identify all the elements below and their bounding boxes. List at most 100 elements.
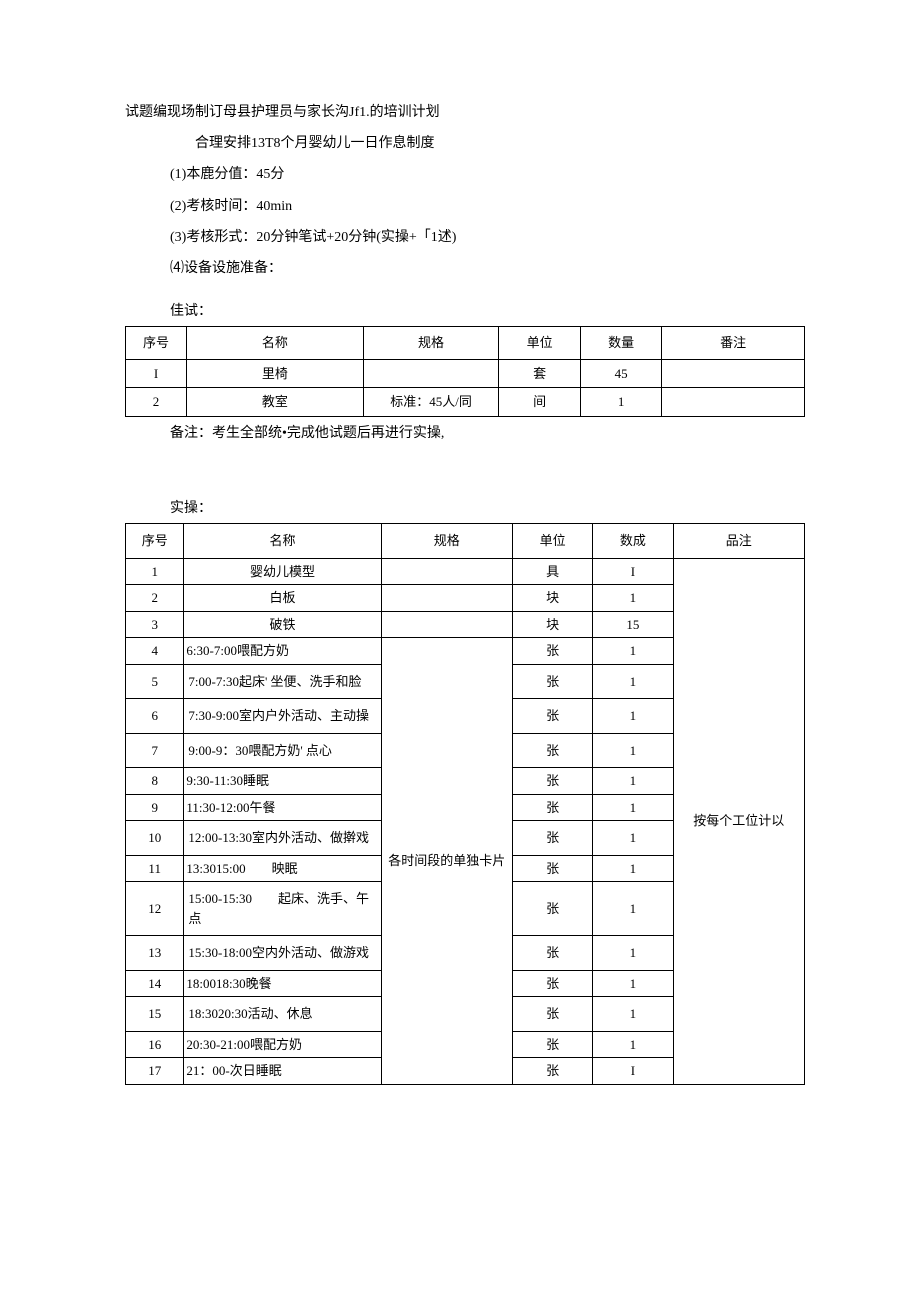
table-cell: 张 [512,936,592,971]
table-cell: 1 [580,388,661,417]
table-cell: 6:30-7:00喂配方奶 [184,638,381,665]
table-cell: 1 [593,733,673,768]
table-cell: 3 [126,611,184,638]
table-cell: 6 [126,699,184,734]
table-cell: 9:30-11:30睡眠 [184,768,381,795]
table-cell: 17 [126,1058,184,1085]
table2-header: 数成 [593,524,673,559]
item-2: (2)考核时间：40min [170,194,805,219]
table-cell: 13 [126,936,184,971]
table-cell: 4 [126,638,184,665]
table1-header: 名称 [187,327,364,360]
table-cell: 20:30-21:00喂配方奶 [184,1031,381,1058]
table-cell: 1 [593,664,673,699]
table1-header: 序号 [126,327,187,360]
table1: 序号 名称 规格 单位 数量 番注 I里椅套452教室标准：45人/同间1 [125,326,805,417]
table-cell: 块 [512,611,592,638]
table-cell: 张 [512,970,592,997]
table-cell [381,558,512,585]
table-cell: 10 [126,821,184,856]
table-cell: 7:30-9:00室内户外活动、主动操 [184,699,381,734]
table2-header: 名称 [184,524,381,559]
table-cell: 1 [593,997,673,1032]
table-cell: 18:0018:30晚餐 [184,970,381,997]
table2-header: 序号 [126,524,184,559]
table-cell: 张 [512,699,592,734]
table-cell: 2 [126,388,187,417]
table-cell: 12:00-13:30室内外活动、做擀戏 [184,821,381,856]
table-cell: I [593,558,673,585]
table1-header-row: 序号 名称 规格 单位 数量 番注 [126,327,805,360]
item-3: (3)考核形式：20分钟笔试+20分钟(实操+「1述) [170,225,805,250]
table-cell: 9:00-9：30喂配方奶' 点心 [184,733,381,768]
table-cell [363,359,499,388]
table-cell [662,388,805,417]
note-after-table: 备注：考生全部统•完成他试题后再进行实操, [170,421,805,446]
table-cell: 1 [593,882,673,936]
table-cell: 婴幼儿模型 [184,558,381,585]
table-cell: 1 [593,970,673,997]
table1-header: 规格 [363,327,499,360]
table-cell: 张 [512,664,592,699]
table-row: I里椅套45 [126,359,805,388]
table-cell: 张 [512,997,592,1032]
table-cell: 15:00-15:30 起床、洗手、午点 [184,882,381,936]
table-cell: 教室 [187,388,364,417]
table-cell: 1 [593,768,673,795]
table-cell: 21：00-次日睡眠 [184,1058,381,1085]
table-cell: 1 [593,585,673,612]
table-cell: 张 [512,638,592,665]
table-cell: 具 [512,558,592,585]
table1-header: 单位 [499,327,580,360]
table-cell: 1 [126,558,184,585]
table-cell: 里椅 [187,359,364,388]
table-cell: 1 [593,638,673,665]
table-cell: 张 [512,855,592,882]
item-1: (1)本鹿分值：45分 [170,162,805,187]
subtitle: 合理安排13T8个月婴幼儿一日作息制度 [195,131,805,156]
table-cell: 14 [126,970,184,997]
table-cell: 张 [512,821,592,856]
table-cell: 张 [512,794,592,821]
table-cell: 张 [512,733,592,768]
table-cell: 1 [593,821,673,856]
table2-header: 单位 [512,524,592,559]
table-cell: 张 [512,1058,592,1085]
table-cell: 间 [499,388,580,417]
table-cell: 5 [126,664,184,699]
table-cell: 1 [593,855,673,882]
table-cell: 2 [126,585,184,612]
table-cell: 张 [512,768,592,795]
table2-header: 规格 [381,524,512,559]
table-cell: 15 [126,997,184,1032]
table2-header-row: 序号 名称 规格 单位 数成 品注 [126,524,805,559]
table2-header: 品注 [673,524,804,559]
table-cell: 8 [126,768,184,795]
item-4: ⑷设备设施准备： [170,256,805,281]
table-cell: 15 [593,611,673,638]
table2: 序号 名称 规格 单位 数成 品注 1婴幼儿模型具I按每个工位计以2白板块13破… [125,523,805,1085]
table-cell: 11:30-12:00午餐 [184,794,381,821]
table-cell: 标准：45人/同 [363,388,499,417]
table-cell: 15:30-18:00空内外活动、做游戏 [184,936,381,971]
table-cell [381,585,512,612]
table-cell: 9 [126,794,184,821]
table-cell: 7 [126,733,184,768]
section1-label: 佳试： [170,299,805,324]
table-cell: 12 [126,882,184,936]
table-cell [381,611,512,638]
table-row: 1婴幼儿模型具I按每个工位计以 [126,558,805,585]
table-row: 2教室标准：45人/同间1 [126,388,805,417]
table-cell: I [126,359,187,388]
table-cell: 张 [512,1031,592,1058]
section2-label: 实操： [170,496,805,521]
table-cell: 45 [580,359,661,388]
table-cell: 1 [593,794,673,821]
table-cell [662,359,805,388]
title-line: 试题编现场制订母县护理员与家长沟Jf1.的培训计划 [125,100,805,125]
table-cell-spec: 各时间段的单独卡片 [381,638,512,1085]
table-cell: 1 [593,936,673,971]
table-cell: 11 [126,855,184,882]
table1-header: 数量 [580,327,661,360]
table-cell: 16 [126,1031,184,1058]
